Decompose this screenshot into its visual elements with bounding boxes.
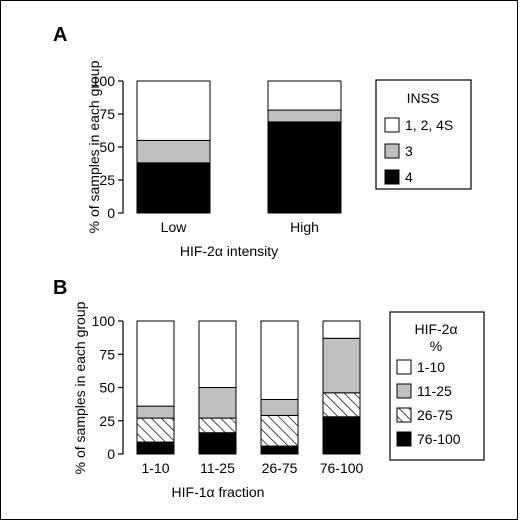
panel-a-y-tick-label: 0 <box>107 205 115 221</box>
panel-b-bar-segment <box>260 320 299 400</box>
panel-a-y-tick-label: 75 <box>99 106 115 122</box>
panel-b-legend-label: 76-100 <box>417 431 461 447</box>
panel-b-bar-segment <box>260 445 299 455</box>
panel-b-y-axis-title: % of samples in each group <box>72 301 88 474</box>
panel-a-legend-label: 3 <box>405 143 413 159</box>
panel-b-x-tick-label: 26-75 <box>262 460 298 476</box>
panel-a-legend-label: 4 <box>405 169 413 185</box>
panel-b-bar-segment <box>322 416 361 455</box>
panel-b-legend-swatch <box>396 383 412 399</box>
panel-b-legend-swatch <box>396 407 412 423</box>
panel-b-bar-segment <box>198 417 237 434</box>
panel-a-bar-segment <box>267 109 342 123</box>
panel-b-bar-segment <box>198 320 237 388</box>
panel-b-bar-segment <box>322 392 361 418</box>
panel-a-legend-swatch <box>384 169 400 185</box>
panel-a-bar-segment <box>136 139 211 164</box>
panel-b-bar-segment <box>260 414 299 447</box>
panel-b-bar-segment <box>136 405 175 419</box>
panel-a-legend-swatch <box>384 117 400 133</box>
panel-b-x-axis-title: HIF-1α fraction <box>172 484 265 500</box>
panel-b-bar-segment <box>260 398 299 416</box>
panel-b-bar-segment <box>198 387 237 419</box>
panel-b-bar-segment <box>136 320 175 407</box>
panel-b-y-tick-label: 100 <box>92 313 116 329</box>
panel-a-bar-segment <box>136 162 211 214</box>
panel-b-bar-segment <box>198 432 237 455</box>
panel-a-y-tick-label: 100 <box>92 73 116 89</box>
panel-b-letter: B <box>53 277 67 299</box>
panel-b-bar-segment <box>136 441 175 455</box>
panel-b-x-tick-label: 11-25 <box>200 460 235 476</box>
panel-b-x-tick-label: 76-100 <box>320 460 364 476</box>
panel-b-bar-segment <box>322 337 361 394</box>
panel-b-y-tick-label: 75 <box>99 346 115 362</box>
panel-a-y-axis-title: % of samples in each group <box>86 60 102 233</box>
panel-a-x-tick-label: Low <box>161 219 188 235</box>
panel-a-y-tick-label: 25 <box>99 172 115 188</box>
panel-a-x-tick-label: High <box>290 219 319 235</box>
panel-b-y-tick-label: 0 <box>107 446 115 462</box>
panel-b-legend-title: % <box>430 338 442 354</box>
panel-b-legend-swatch <box>396 359 412 375</box>
panel-a-legend-swatch <box>384 143 400 159</box>
panel-b-legend-label: 1-10 <box>417 359 445 375</box>
panel-a-letter: A <box>53 24 67 46</box>
panel-b-y-tick-label: 50 <box>99 380 115 396</box>
panel-a-legend-label: 1, 2, 4S <box>405 117 453 133</box>
panel-a-x-axis-title: HIF-2α intensity <box>180 243 278 259</box>
panel-a-bar-segment <box>136 80 211 141</box>
panel-a-y-tick-label: 50 <box>99 139 115 155</box>
panel-b-legend-label: 26-75 <box>417 407 453 423</box>
panel-b-bar-segment <box>322 320 361 339</box>
panel-b-legend-title: HIF-2α <box>414 321 457 337</box>
panel-b-x-tick-label: 1-10 <box>141 460 169 476</box>
panel-b-legend-swatch <box>396 431 412 447</box>
panel-b-bar-segment <box>136 417 175 443</box>
panel-a-bar-segment <box>267 80 342 111</box>
panel-b-legend-label: 11-25 <box>417 383 452 399</box>
panel-a-legend-title: INSS <box>407 90 440 106</box>
panel-b-y-tick-label: 25 <box>99 413 115 429</box>
panel-a-bar-segment <box>267 121 342 214</box>
